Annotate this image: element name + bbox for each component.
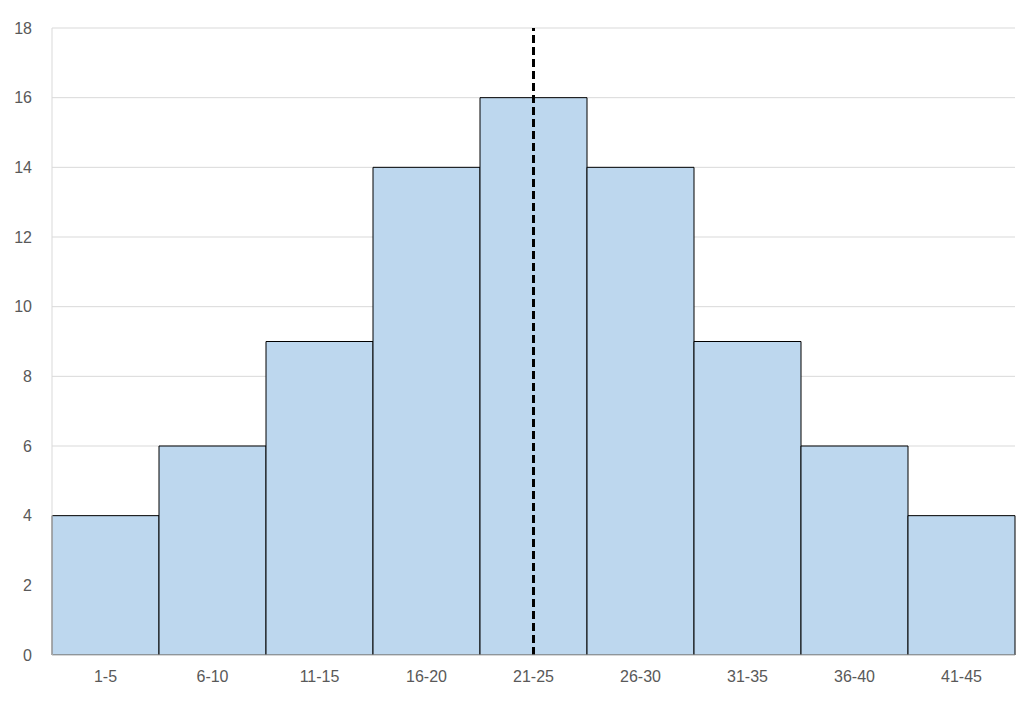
svg-text:11-15: 11-15: [300, 668, 340, 685]
svg-text:4: 4: [23, 507, 32, 524]
svg-text:21-25: 21-25: [513, 668, 554, 685]
svg-text:18: 18: [14, 20, 32, 37]
svg-text:16: 16: [14, 89, 32, 106]
svg-text:2: 2: [23, 577, 32, 594]
svg-text:10: 10: [14, 298, 32, 315]
svg-text:1-5: 1-5: [94, 668, 117, 685]
svg-text:14: 14: [14, 159, 32, 176]
svg-text:6-10: 6-10: [196, 668, 228, 685]
svg-text:6: 6: [23, 438, 32, 455]
svg-text:8: 8: [23, 368, 32, 385]
svg-text:36-40: 36-40: [834, 668, 875, 685]
svg-text:16-20: 16-20: [406, 668, 447, 685]
svg-text:0: 0: [23, 647, 32, 664]
svg-text:12: 12: [14, 229, 32, 246]
svg-text:41-45: 41-45: [941, 668, 982, 685]
svg-text:26-30: 26-30: [620, 668, 661, 685]
svg-text:31-35: 31-35: [727, 668, 768, 685]
